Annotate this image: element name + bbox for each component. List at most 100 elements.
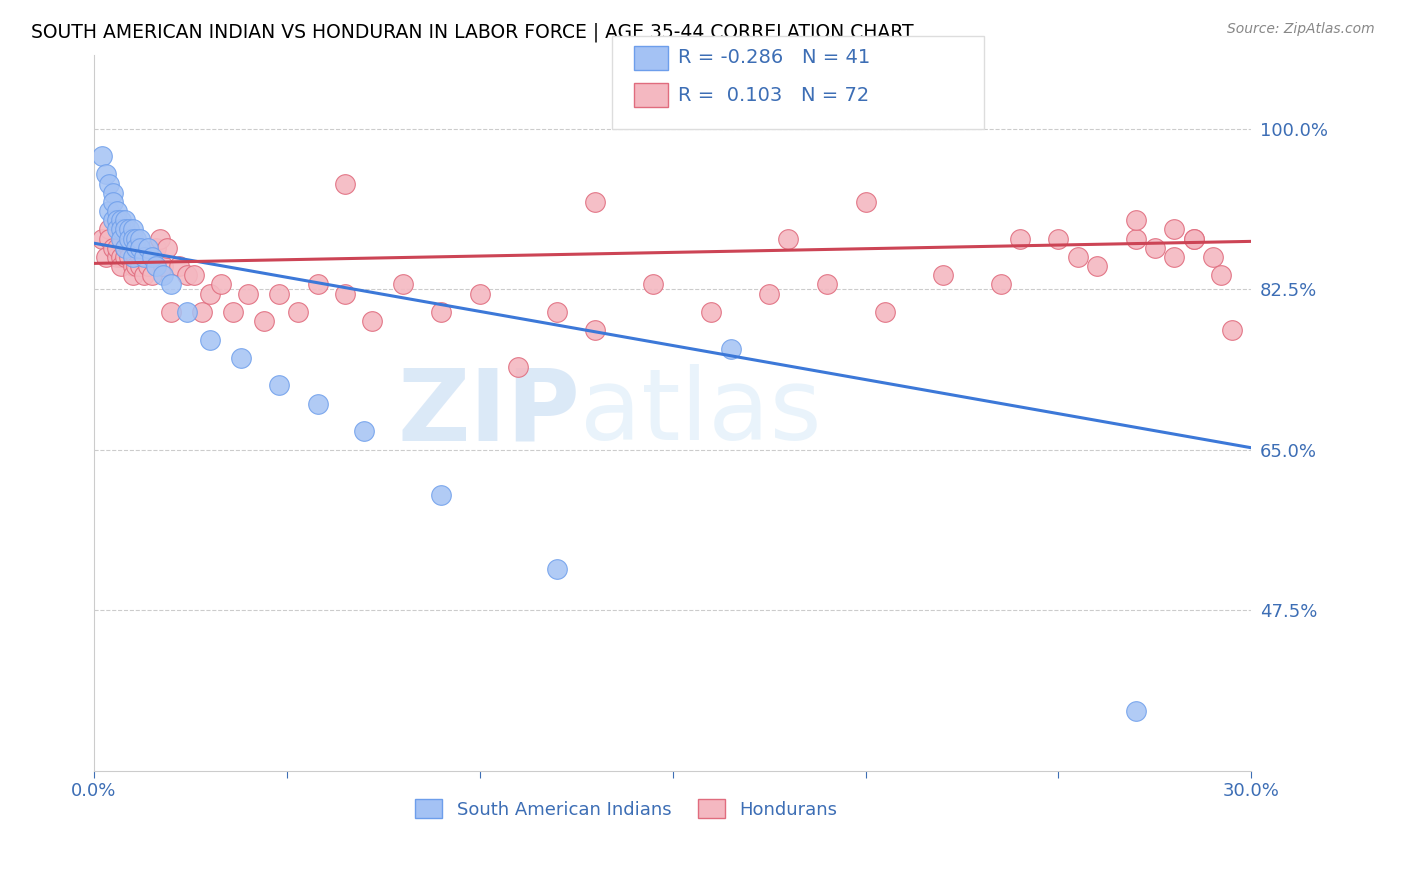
Point bbox=[222, 305, 245, 319]
Point bbox=[1202, 250, 1225, 264]
Point bbox=[353, 424, 375, 438]
Point bbox=[105, 241, 128, 255]
Point bbox=[333, 286, 356, 301]
Point bbox=[118, 222, 141, 236]
Point bbox=[1125, 704, 1147, 718]
Point bbox=[855, 194, 877, 209]
Point bbox=[90, 149, 112, 163]
Point bbox=[1067, 250, 1090, 264]
Point bbox=[98, 222, 121, 236]
Point bbox=[990, 277, 1012, 292]
Point bbox=[121, 259, 143, 273]
Point bbox=[152, 268, 174, 283]
Point bbox=[468, 286, 491, 301]
Point bbox=[125, 250, 148, 264]
Point bbox=[430, 305, 453, 319]
Point bbox=[129, 259, 152, 273]
Point bbox=[546, 305, 568, 319]
Point bbox=[118, 250, 141, 264]
Point bbox=[121, 268, 143, 283]
Point bbox=[129, 232, 152, 246]
Point bbox=[176, 268, 198, 283]
Point bbox=[253, 314, 276, 328]
Point bbox=[121, 222, 143, 236]
Point bbox=[125, 232, 148, 246]
Text: atlas: atlas bbox=[581, 365, 821, 461]
Point bbox=[932, 268, 955, 283]
Point bbox=[114, 241, 136, 255]
Point bbox=[1220, 323, 1243, 337]
Point bbox=[132, 268, 155, 283]
Point bbox=[114, 241, 136, 255]
Point bbox=[307, 277, 329, 292]
Point bbox=[391, 277, 413, 292]
Point bbox=[700, 305, 723, 319]
Point bbox=[1143, 241, 1166, 255]
Text: ZIP: ZIP bbox=[396, 365, 581, 461]
Point bbox=[1125, 213, 1147, 227]
Point bbox=[191, 305, 214, 319]
Point bbox=[132, 250, 155, 264]
Point bbox=[98, 204, 121, 219]
Point bbox=[1085, 259, 1108, 273]
Point bbox=[105, 213, 128, 227]
Point bbox=[141, 268, 163, 283]
Point bbox=[720, 342, 742, 356]
Point bbox=[585, 323, 607, 337]
Legend: South American Indians, Hondurans: South American Indians, Hondurans bbox=[408, 792, 845, 826]
Point bbox=[758, 286, 780, 301]
Point bbox=[160, 305, 183, 319]
Point bbox=[307, 397, 329, 411]
Point bbox=[98, 232, 121, 246]
Point bbox=[105, 222, 128, 236]
Point bbox=[815, 277, 838, 292]
Point bbox=[94, 250, 117, 264]
Point bbox=[585, 194, 607, 209]
Point bbox=[148, 232, 170, 246]
Point bbox=[103, 194, 125, 209]
Point bbox=[110, 259, 132, 273]
Point bbox=[145, 259, 167, 273]
Point bbox=[110, 222, 132, 236]
Point bbox=[152, 259, 174, 273]
Point bbox=[287, 305, 309, 319]
Point bbox=[118, 241, 141, 255]
Point bbox=[94, 168, 117, 182]
Point bbox=[183, 268, 205, 283]
Point bbox=[103, 213, 125, 227]
Point bbox=[1163, 222, 1185, 236]
Point bbox=[1047, 232, 1070, 246]
Point bbox=[103, 186, 125, 200]
Point bbox=[136, 259, 159, 273]
Point bbox=[269, 378, 291, 392]
Point bbox=[110, 213, 132, 227]
Point bbox=[229, 351, 252, 365]
Point bbox=[105, 250, 128, 264]
Point bbox=[643, 277, 665, 292]
Point bbox=[1182, 232, 1205, 246]
Point bbox=[873, 305, 896, 319]
Point bbox=[156, 241, 179, 255]
Point bbox=[145, 241, 167, 255]
Point bbox=[110, 232, 132, 246]
Point bbox=[121, 232, 143, 246]
Point bbox=[114, 222, 136, 236]
Point bbox=[114, 250, 136, 264]
Point bbox=[118, 232, 141, 246]
Point bbox=[508, 359, 530, 374]
Text: R = -0.286   N = 41: R = -0.286 N = 41 bbox=[678, 48, 870, 68]
Point bbox=[1182, 232, 1205, 246]
Point bbox=[103, 241, 125, 255]
Text: Source: ZipAtlas.com: Source: ZipAtlas.com bbox=[1227, 22, 1375, 37]
Point bbox=[333, 177, 356, 191]
Point bbox=[121, 250, 143, 264]
Point bbox=[160, 277, 183, 292]
Point bbox=[176, 305, 198, 319]
Point bbox=[269, 286, 291, 301]
Point bbox=[129, 250, 152, 264]
Point bbox=[136, 241, 159, 255]
Point bbox=[198, 286, 221, 301]
Point bbox=[167, 259, 190, 273]
Point bbox=[1209, 268, 1232, 283]
Point bbox=[430, 488, 453, 502]
